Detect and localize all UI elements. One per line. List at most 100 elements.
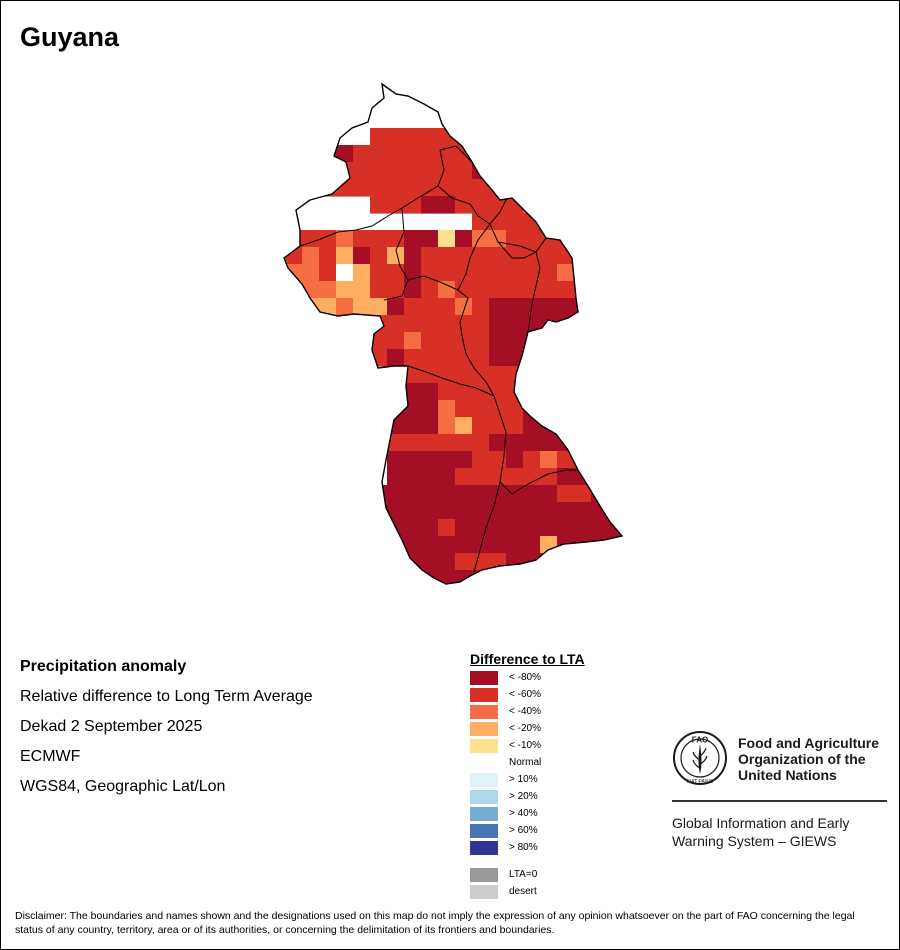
anomaly-cell <box>557 638 575 640</box>
anomaly-cell <box>489 570 507 584</box>
anomaly-cell <box>642 332 660 350</box>
anomaly-cell <box>455 264 473 282</box>
anomaly-cell <box>404 162 422 180</box>
anomaly-cell <box>472 247 490 265</box>
anomaly-cell <box>523 213 541 231</box>
anomaly-cell <box>574 536 592 554</box>
anomaly-cell <box>591 553 609 571</box>
anomaly-cell <box>540 196 558 214</box>
anomaly-cell <box>438 451 456 469</box>
anomaly-cell <box>438 417 456 435</box>
anomaly-cell <box>438 519 456 537</box>
anomaly-cell <box>591 570 609 584</box>
anomaly-cell <box>336 247 354 265</box>
anomaly-cell <box>506 298 524 316</box>
anomaly-cell <box>302 332 320 350</box>
anomaly-cell <box>421 145 439 163</box>
anomaly-cell <box>421 553 439 571</box>
anomaly-cell <box>455 332 473 350</box>
anomaly-cell <box>421 468 439 486</box>
anomaly-cell <box>421 332 439 350</box>
anomaly-cell <box>642 536 660 554</box>
anomaly-cell <box>557 468 575 486</box>
anomaly-cell <box>472 213 490 231</box>
anomaly-cell <box>591 621 609 639</box>
anomaly-cell <box>472 264 490 282</box>
anomaly-cell <box>370 587 388 605</box>
anomaly-cell <box>438 332 456 350</box>
anomaly-cell <box>387 502 405 520</box>
anomaly-cell <box>421 196 439 214</box>
anomaly-cell <box>574 247 592 265</box>
anomaly-cell <box>319 349 337 367</box>
anomaly-cell <box>506 213 524 231</box>
anomaly-cell <box>557 502 575 520</box>
anomaly-cell <box>353 400 371 418</box>
anomaly-cell <box>625 502 643 520</box>
anomaly-cell <box>608 502 622 520</box>
anomaly-cell <box>319 315 337 333</box>
legend-label: > 60% <box>509 825 538 836</box>
legend-item: < -20% <box>470 722 670 736</box>
anomaly-cell <box>353 332 371 350</box>
anomaly-cell <box>370 536 388 554</box>
anomaly-cell <box>455 400 473 418</box>
anomaly-cell <box>438 400 456 418</box>
legend-label: > 40% <box>509 808 538 819</box>
anomaly-cell <box>489 638 507 640</box>
anomaly-cell <box>574 587 592 605</box>
anomaly-cell <box>489 145 507 163</box>
anomaly-cell <box>625 519 643 537</box>
anomaly-cell <box>506 587 524 605</box>
anomaly-cell <box>591 366 609 384</box>
anomaly-cell <box>370 281 388 299</box>
anomaly-cell <box>353 315 371 333</box>
fao-emblem-icon: FAO FIAT PANIS <box>673 731 727 785</box>
anomaly-cell <box>506 281 524 299</box>
anomaly-cell <box>489 468 507 486</box>
country-boundary <box>283 82 624 585</box>
anomaly-cell <box>608 264 622 282</box>
region-boundary <box>489 223 547 259</box>
fao-name-line: Food and Agriculture <box>738 735 880 751</box>
anomaly-cell <box>523 502 541 520</box>
anomaly-cell <box>438 587 456 605</box>
anomaly-cell <box>625 332 643 350</box>
anomaly-cell <box>472 145 490 163</box>
anomaly-cell <box>472 434 490 452</box>
anomaly-cell <box>506 332 524 350</box>
anomaly-cell <box>421 281 439 299</box>
legend-swatch <box>470 773 498 787</box>
anomaly-cell <box>540 349 558 367</box>
anomaly-cell <box>404 638 422 640</box>
info-heading: Precipitation anomaly <box>20 658 187 675</box>
anomaly-cell <box>506 451 524 469</box>
anomaly-cell <box>608 604 626 622</box>
anomaly-cell <box>421 366 439 384</box>
emblem-motto: FIAT PANIS <box>687 779 714 785</box>
anomaly-cell <box>472 383 490 401</box>
anomaly-cell <box>353 281 371 299</box>
anomaly-cell <box>387 145 405 163</box>
anomaly-cell <box>387 638 405 640</box>
anomaly-cell <box>591 281 609 299</box>
anomaly-cell <box>540 281 558 299</box>
anomaly-cell <box>523 315 541 333</box>
anomaly-cell <box>404 553 422 571</box>
anomaly-cell <box>557 332 575 350</box>
anomaly-cell <box>523 468 541 486</box>
anomaly-cell <box>455 298 473 316</box>
anomaly-cell <box>455 417 473 435</box>
anomaly-cell <box>404 400 422 418</box>
anomaly-cell <box>455 502 473 520</box>
anomaly-cell <box>455 519 473 537</box>
anomaly-cell <box>591 638 609 640</box>
anomaly-cell <box>319 264 337 282</box>
anomaly-cell <box>506 179 524 197</box>
anomaly-cell <box>472 400 490 418</box>
anomaly-cell <box>557 553 575 571</box>
anomaly-cell <box>302 315 320 333</box>
anomaly-cell <box>387 298 405 316</box>
anomaly-cell <box>404 230 422 248</box>
anomaly-cell <box>353 349 371 367</box>
